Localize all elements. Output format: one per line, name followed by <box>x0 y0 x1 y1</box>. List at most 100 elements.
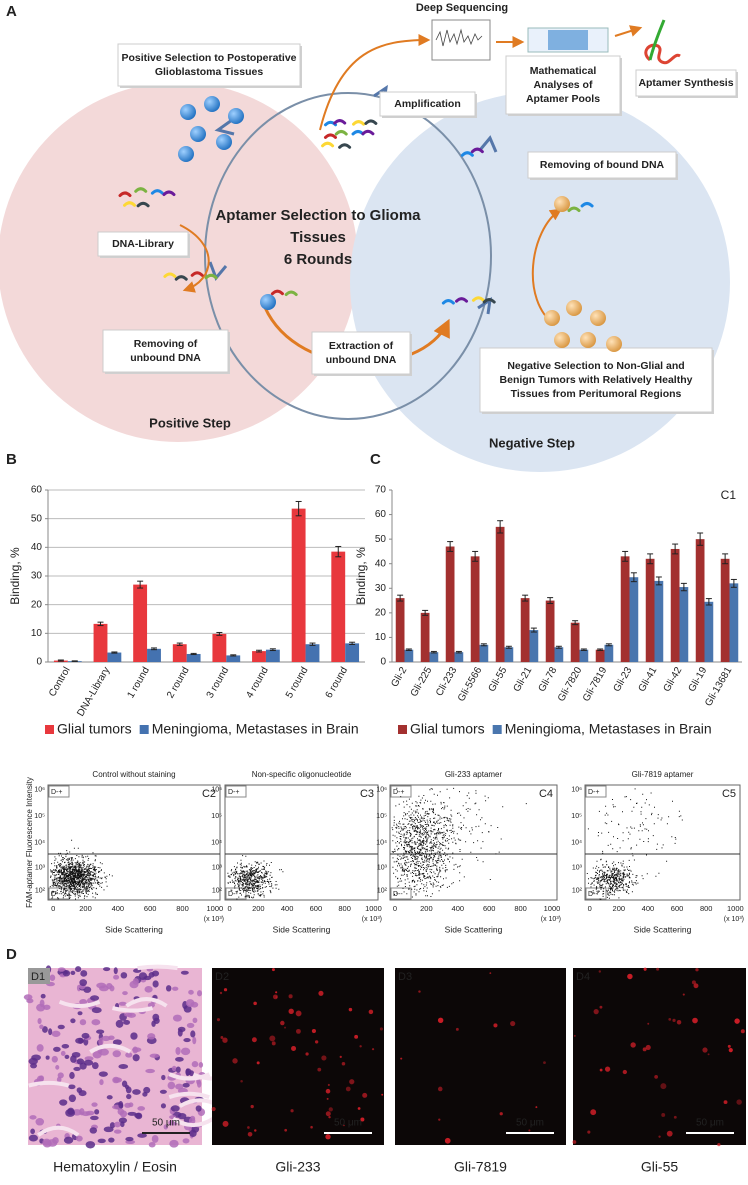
y-tick-label: 10³ <box>35 865 46 872</box>
nucleus <box>64 1054 70 1060</box>
oligo <box>338 143 352 149</box>
fluorescence-spot <box>691 980 696 985</box>
nucleus <box>106 1095 113 1100</box>
stroma <box>89 1043 132 1054</box>
bar <box>454 652 464 662</box>
fluorescence-spot <box>314 1040 319 1044</box>
fluorescence-spot <box>658 1135 661 1138</box>
nucleus <box>123 1019 131 1025</box>
bar <box>579 649 589 662</box>
nucleus <box>84 1056 94 1061</box>
fluorescence-spot <box>216 1018 220 1022</box>
x-tick-label: Gli-5566 <box>456 665 485 704</box>
nucleus <box>40 993 46 999</box>
nucleus <box>151 1020 156 1027</box>
fluorescence-spot <box>437 1017 444 1024</box>
fluorescence-spot <box>593 1009 599 1015</box>
cycle-title: Aptamer Selection to Glioma <box>215 207 421 224</box>
fluorescence-spot <box>284 1128 288 1132</box>
fluorescence-spot <box>328 1107 333 1112</box>
nucleus <box>125 1136 134 1142</box>
bar <box>212 633 227 662</box>
x-tick-label: 400 <box>642 904 655 913</box>
nucleus <box>49 974 56 981</box>
nucleus <box>160 1103 166 1109</box>
bar <box>395 598 405 662</box>
fluorescence-spot <box>318 990 324 996</box>
step-text: Tissues from Peritumoral Regions <box>511 388 682 400</box>
fluorescence-spot <box>295 1028 301 1034</box>
fluorescence-spot <box>444 1137 451 1144</box>
fluorescence-spot <box>354 1034 359 1039</box>
gate-box <box>225 785 247 798</box>
fluorescence-spot <box>599 1068 603 1072</box>
nucleus <box>45 1055 50 1060</box>
stroma <box>168 1072 211 1081</box>
micrograph <box>212 968 384 1145</box>
oligo <box>190 271 204 277</box>
step-text: Analyses of <box>534 79 593 91</box>
tissue-cell <box>554 196 570 212</box>
nucleus <box>29 1115 37 1120</box>
y-tick-label: 20 <box>31 599 43 610</box>
nucleus <box>120 972 128 979</box>
bar <box>670 548 680 662</box>
nucleus <box>192 1036 197 1045</box>
nucleus <box>57 967 66 972</box>
gate-label: D-+ <box>228 789 239 796</box>
fluorescence-spot <box>280 1020 285 1026</box>
plot-label: C2 <box>202 788 216 800</box>
x-unit: (x 10³) <box>724 916 744 923</box>
x-tick-label: DNA-Library <box>75 665 112 718</box>
nucleus <box>115 1019 124 1028</box>
nucleus <box>186 1022 195 1029</box>
fluorescence-spot <box>271 968 275 972</box>
x-tick-label: 400 <box>452 904 465 913</box>
nucleus <box>28 1134 39 1142</box>
nucleus <box>118 1063 129 1070</box>
x-tick-label: Cli-233 <box>434 665 460 698</box>
x-tick-label: 800 <box>176 904 189 913</box>
cycle-arrow <box>214 118 235 136</box>
fluorescence-spot <box>357 1107 361 1110</box>
x-tick-label: Gli-23 <box>612 665 635 694</box>
nucleus <box>185 1068 190 1077</box>
nucleus <box>125 1086 132 1094</box>
legend-swatch <box>492 725 502 734</box>
nucleus <box>79 1108 85 1116</box>
nucleus <box>151 1135 159 1143</box>
oligo <box>323 133 337 139</box>
oligo <box>580 202 594 208</box>
nucleus <box>98 1037 104 1046</box>
nucleus <box>112 1039 122 1046</box>
image-label-box <box>28 968 50 984</box>
nucleus <box>175 1046 181 1055</box>
plot-frame <box>224 784 379 901</box>
x-tick-label: 1000 <box>727 904 744 913</box>
nucleus <box>31 1054 41 1061</box>
x-tick-label: 1000 <box>206 904 223 913</box>
step-text: Aptamer Pools <box>526 93 600 105</box>
nucleus <box>125 1052 133 1058</box>
nucleus <box>172 986 179 991</box>
bar <box>470 556 480 662</box>
nucleus <box>90 1115 99 1121</box>
plot-title: Gli-7819 aptamer <box>632 770 694 779</box>
gate-label: D-- <box>51 891 61 898</box>
scale-label: 50 μm <box>696 1118 724 1129</box>
y-axis-label: Binding, % <box>354 547 368 605</box>
bar <box>695 539 705 662</box>
fluorescence-spot <box>305 1052 309 1056</box>
x-tick-label: 400 <box>281 904 294 913</box>
fluorescence-spot <box>295 1010 302 1017</box>
image-caption: Hematoxylin / Eosin <box>53 1159 177 1175</box>
fluorescence-spot <box>381 1093 384 1096</box>
bar <box>620 556 630 662</box>
y-tick-label: 10⁶ <box>571 786 582 793</box>
nucleus <box>143 1086 151 1094</box>
fluorescence-spot <box>598 970 602 973</box>
tissue-cell <box>606 336 622 352</box>
bar <box>305 644 320 662</box>
x-tick-label: Gli-7819 <box>581 665 610 704</box>
